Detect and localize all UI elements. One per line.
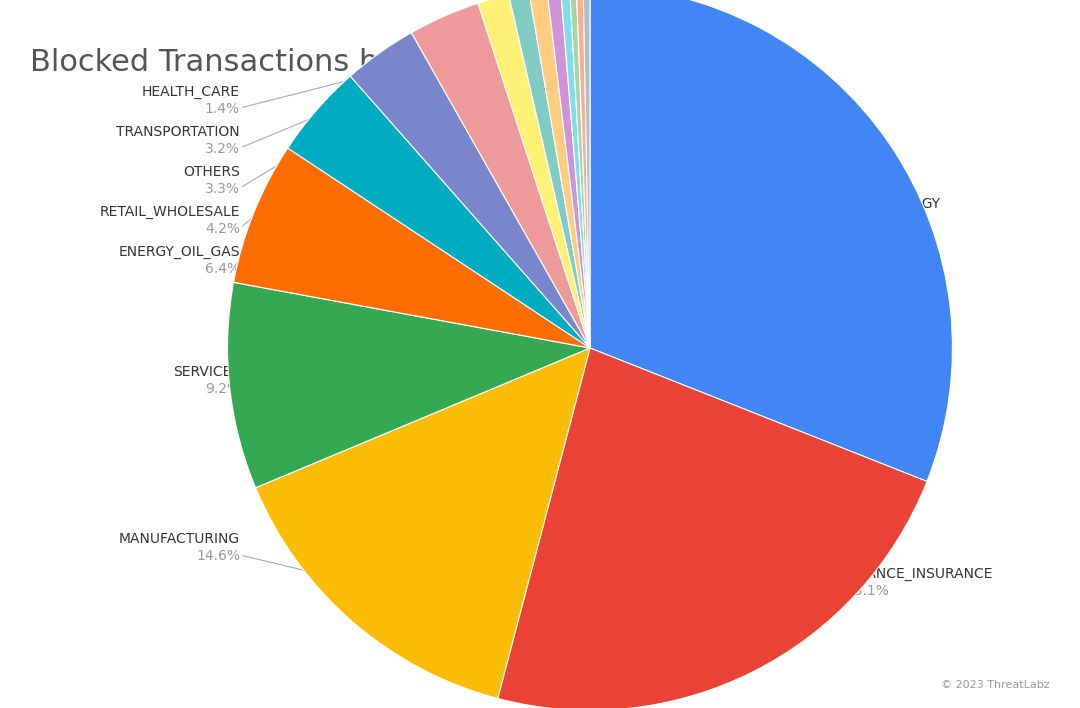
Text: MANUFACTURING: MANUFACTURING — [119, 532, 240, 547]
Text: TRANSPORTATION: TRANSPORTATION — [117, 125, 240, 139]
Wedge shape — [590, 0, 953, 481]
Text: OTHERS: OTHERS — [184, 166, 240, 179]
Wedge shape — [256, 348, 590, 699]
Text: RETAIL_WHOLESALE: RETAIL_WHOLESALE — [99, 205, 240, 219]
Wedge shape — [583, 0, 590, 348]
Text: HEALTH_CARE: HEALTH_CARE — [141, 86, 240, 99]
Text: 3.2%: 3.2% — [205, 142, 240, 156]
Wedge shape — [233, 148, 590, 348]
Text: ENERGY_OIL_GAS: ENERGY_OIL_GAS — [119, 246, 240, 259]
Text: 6.4%: 6.4% — [205, 263, 240, 276]
Text: 31.0%: 31.0% — [845, 215, 889, 229]
Wedge shape — [287, 76, 590, 348]
Text: SERVICES: SERVICES — [173, 365, 240, 379]
Text: © 2023 ThreatLabz: © 2023 ThreatLabz — [942, 680, 1050, 690]
Text: 9.2%: 9.2% — [205, 382, 240, 396]
Wedge shape — [529, 0, 590, 348]
Wedge shape — [411, 4, 590, 348]
Wedge shape — [509, 0, 590, 348]
Wedge shape — [569, 0, 590, 348]
Wedge shape — [561, 0, 590, 348]
Text: 23.1%: 23.1% — [845, 584, 889, 598]
Text: 14.6%: 14.6% — [195, 549, 240, 564]
Wedge shape — [498, 348, 927, 708]
Text: FINANCE_INSURANCE: FINANCE_INSURANCE — [845, 567, 994, 581]
Text: 3.3%: 3.3% — [205, 183, 240, 196]
Wedge shape — [228, 282, 590, 488]
Wedge shape — [478, 0, 590, 348]
Text: Blocked Transactions by Vertical: Blocked Transactions by Vertical — [30, 48, 521, 77]
Text: 4.2%: 4.2% — [205, 222, 240, 236]
Wedge shape — [577, 0, 590, 348]
Text: TECHNOLOGY: TECHNOLOGY — [845, 198, 940, 212]
Wedge shape — [546, 0, 590, 348]
Text: 1.4%: 1.4% — [205, 103, 240, 116]
Wedge shape — [350, 33, 590, 348]
